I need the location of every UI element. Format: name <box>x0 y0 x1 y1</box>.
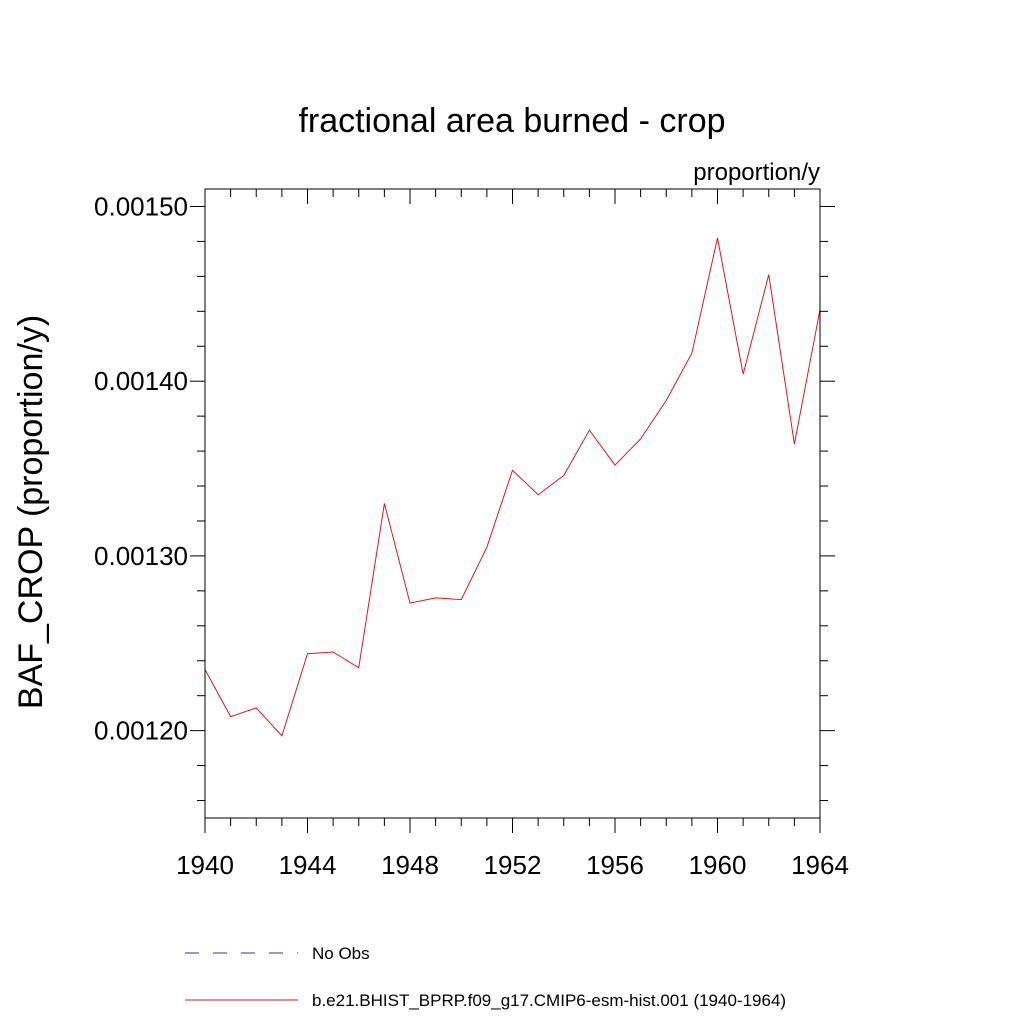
data-point <box>511 469 514 472</box>
data-point <box>716 236 719 239</box>
data-point <box>588 429 591 432</box>
plot-frame <box>204 188 821 819</box>
data-point <box>229 715 232 718</box>
data-point <box>562 474 565 477</box>
data-point <box>537 493 540 496</box>
data-point <box>306 652 309 655</box>
data-point <box>280 734 283 737</box>
series-layer <box>204 236 821 737</box>
y-tick-label: 0.00130 <box>94 541 188 571</box>
y-tick-label: 0.00150 <box>94 191 188 221</box>
data-point <box>614 464 617 467</box>
data-point <box>767 273 770 276</box>
legend-label-model-run: b.e21.BHIST_BPRP.f09_g17.CMIP6-esm-hist.… <box>312 991 786 1010</box>
x-tick-label: 1944 <box>279 850 337 880</box>
data-point <box>357 666 360 669</box>
data-point <box>434 596 437 599</box>
data-point <box>332 651 335 654</box>
x-tick-label: 1964 <box>791 850 849 880</box>
chart-title: fractional area burned - crop <box>298 102 725 140</box>
y-tick-label: 0.00120 <box>94 716 188 746</box>
data-point <box>742 373 745 376</box>
series-line-1 <box>204 237 821 737</box>
legend: No Obs b.e21.BHIST_BPRP.f09_g17.CMIP6-es… <box>185 944 786 1010</box>
x-tick-label: 1956 <box>586 850 644 880</box>
data-point <box>460 598 463 601</box>
data-point <box>793 443 796 446</box>
x-tick-label: 1940 <box>176 850 234 880</box>
x-tick-label: 1952 <box>484 850 542 880</box>
data-point <box>665 399 668 402</box>
x-tick-label: 1948 <box>381 850 439 880</box>
data-point <box>690 352 693 355</box>
ticks-layer: 1940 1944 1948 1952 1956 1960 1964 0.00120 0.001… <box>94 189 849 880</box>
data-point <box>485 546 488 549</box>
units-label: proportion/y <box>693 159 820 186</box>
data-point <box>409 602 412 605</box>
data-point <box>255 706 258 709</box>
y-axis-label: BAF_CROP (proportion/y) <box>12 315 50 709</box>
legend-label-no-obs: No Obs <box>312 944 370 963</box>
data-point <box>383 502 386 505</box>
y-tick-label: 0.00140 <box>94 366 188 396</box>
x-tick-label: 1960 <box>689 850 747 880</box>
data-point <box>639 437 642 440</box>
